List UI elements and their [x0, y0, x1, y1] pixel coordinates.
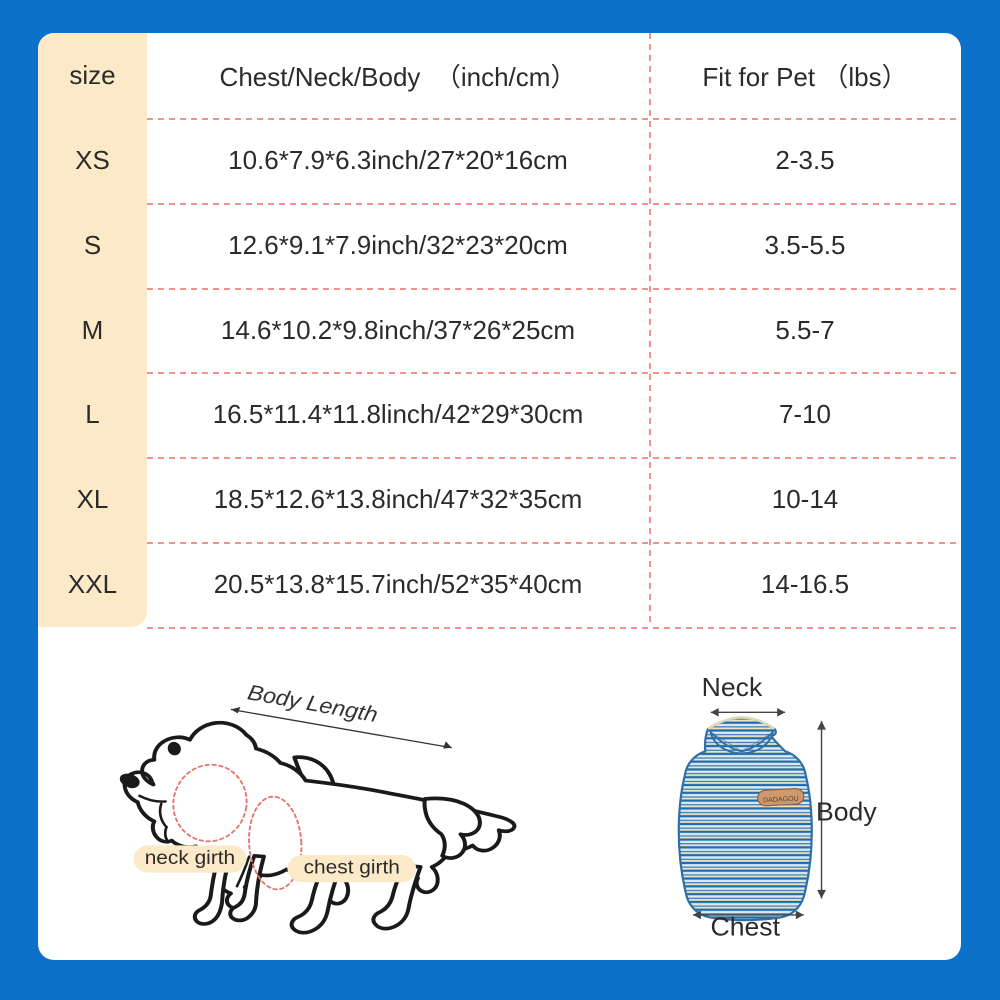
- svg-text:Body: Body: [816, 797, 877, 827]
- svg-text:neck girth: neck girth: [145, 848, 235, 869]
- svg-text:Body Length: Body Length: [246, 680, 380, 727]
- svg-text:Chest: Chest: [711, 912, 781, 942]
- svg-text:chest girth: chest girth: [304, 857, 400, 878]
- svg-text:Neck: Neck: [702, 672, 763, 702]
